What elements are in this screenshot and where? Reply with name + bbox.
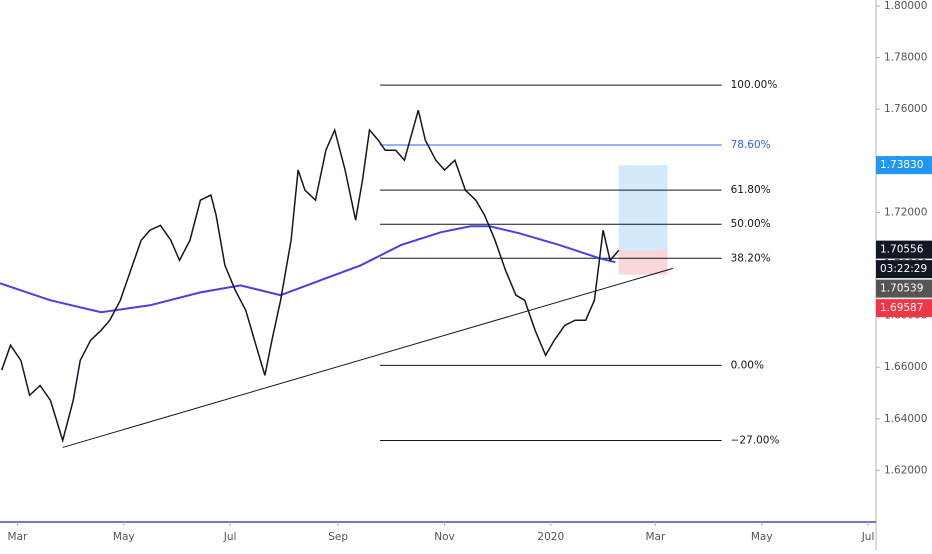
- price-label-bg: [876, 260, 932, 279]
- y-tick-label: 1.78000: [884, 52, 927, 64]
- price-label-bg: [876, 240, 932, 259]
- target-zone: [618, 165, 668, 251]
- x-tick-label: Mar: [8, 531, 28, 543]
- y-tick-label: 1.62000: [884, 464, 927, 476]
- y-tick-label: 1.80000: [884, 0, 927, 12]
- fib-label: 38.20%: [731, 252, 771, 264]
- fib-label: 100.00%: [731, 79, 778, 91]
- y-tick-label: 1.64000: [884, 413, 927, 425]
- fib-label: 78.60%: [731, 139, 771, 151]
- price-label: 1.69587: [880, 302, 923, 314]
- x-tick-label: Jul: [861, 531, 875, 543]
- trendline: [62, 267, 673, 448]
- price-label: 03:22:29: [880, 263, 927, 275]
- price-label-bg: [876, 299, 932, 318]
- price-label: 1.73830: [880, 159, 923, 171]
- fib-label: 61.80%: [731, 184, 771, 196]
- stop-zone: [618, 250, 668, 275]
- fib-label: −27.00%: [731, 434, 780, 446]
- price-label: 1.70556: [880, 244, 924, 256]
- price-label-bg: [876, 156, 932, 175]
- x-tick-label: May: [113, 531, 135, 543]
- moving-average: [0, 225, 616, 314]
- x-tick-label: Nov: [434, 531, 455, 543]
- y-tick-label: 1.72000: [884, 206, 927, 218]
- price-line: [0, 109, 620, 444]
- y-tick-label: 1.66000: [884, 361, 927, 373]
- fib-label: 50.00%: [731, 218, 771, 230]
- x-tick-label: Jul: [223, 531, 237, 543]
- x-tick-label: Sep: [328, 531, 348, 543]
- price-label-bg: [876, 279, 932, 298]
- x-tick-label: 2020: [537, 531, 564, 543]
- y-tick-label: 1.76000: [884, 103, 927, 115]
- price-label: 1.70539: [880, 283, 923, 295]
- fib-label: 0.00%: [731, 359, 764, 371]
- x-tick-label: May: [751, 531, 773, 543]
- x-tick-label: Mar: [645, 531, 665, 543]
